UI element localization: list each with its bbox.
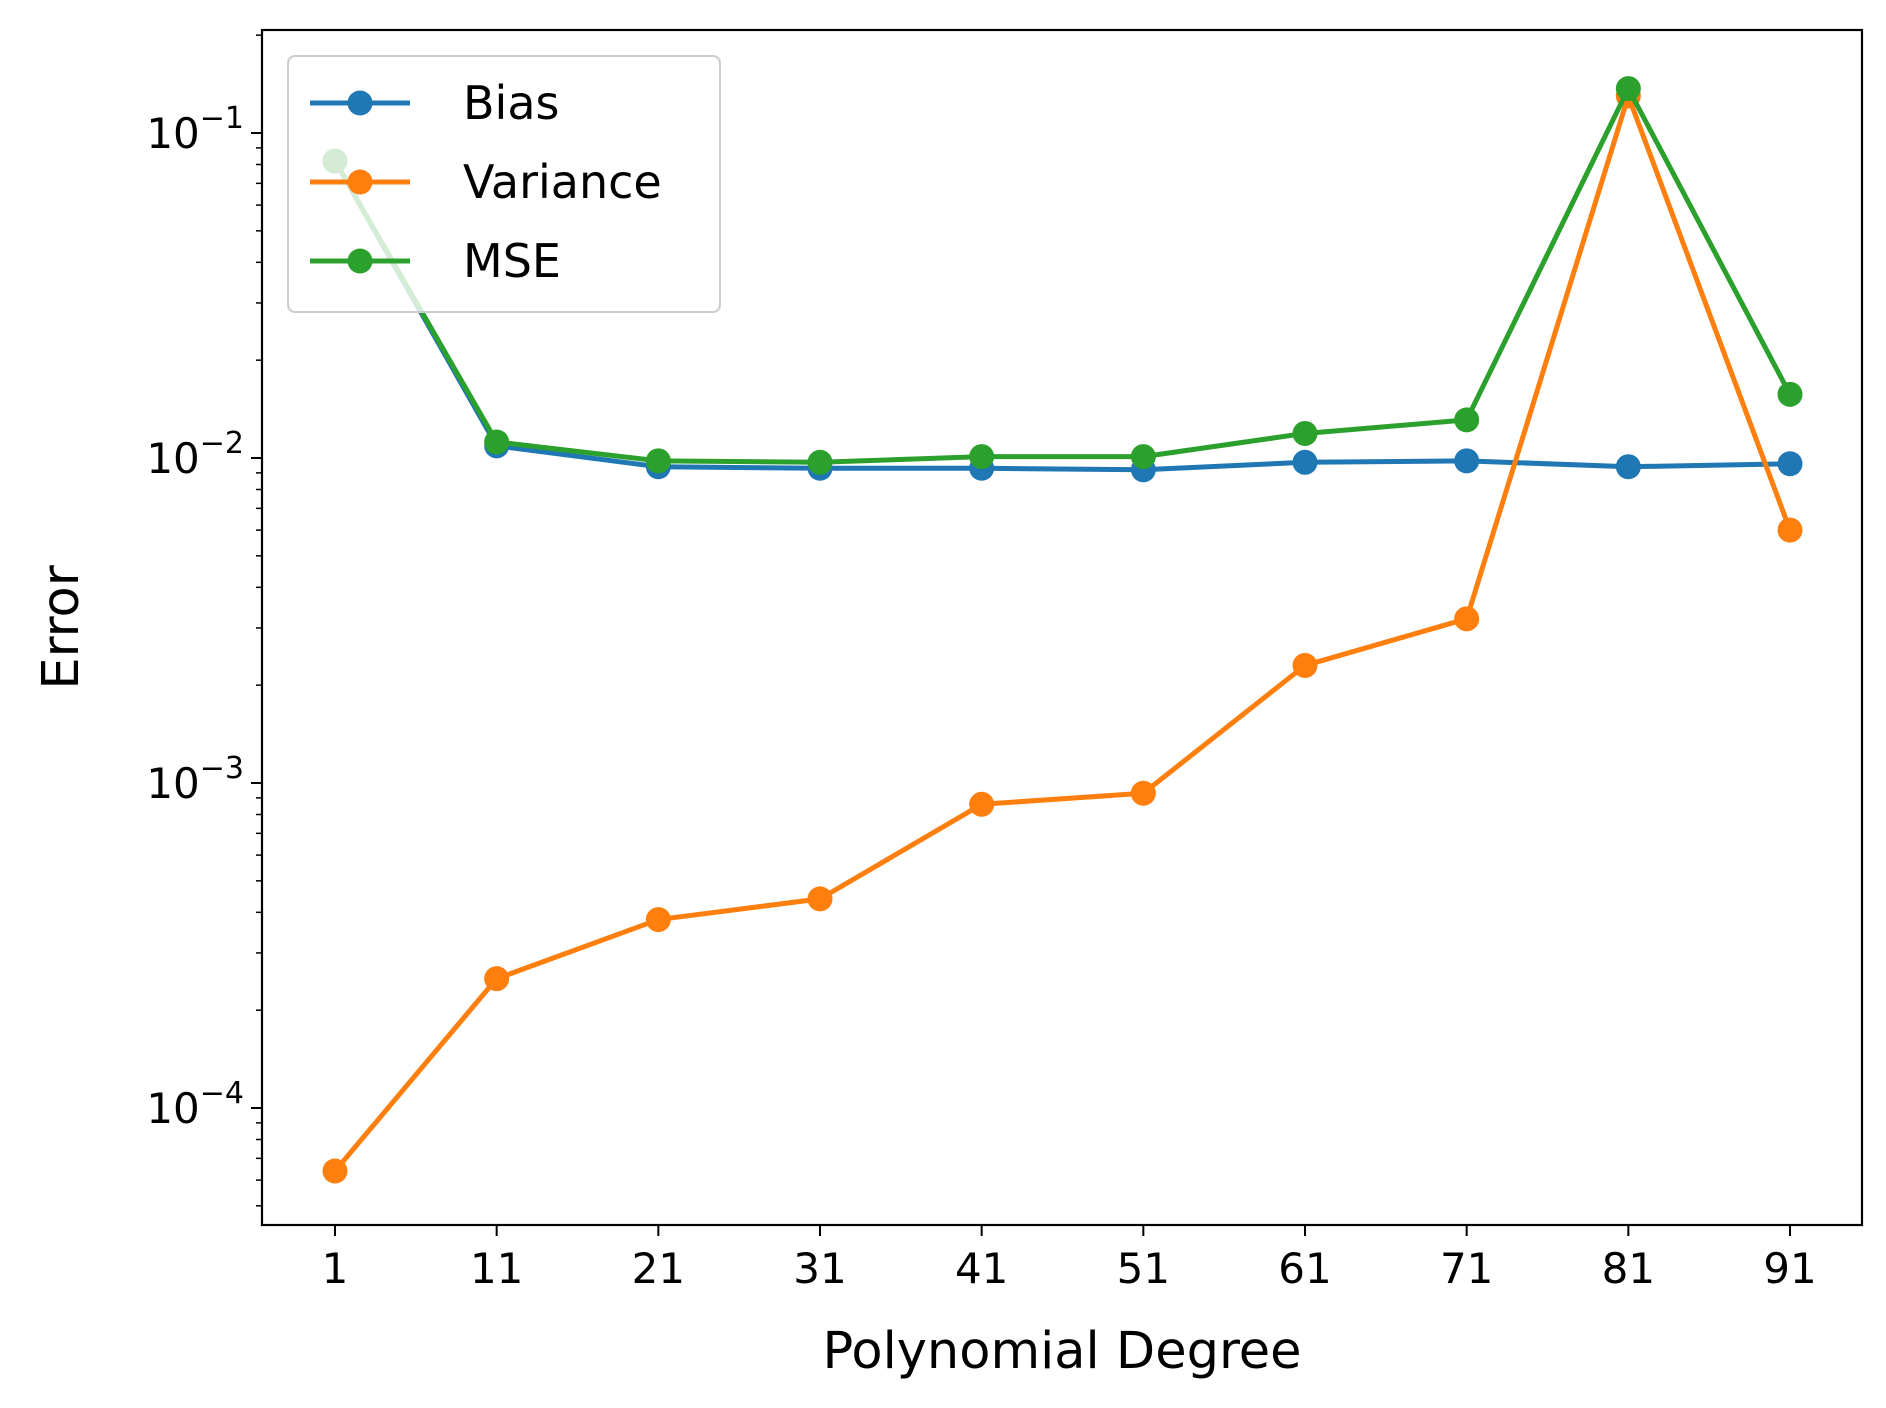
data-point xyxy=(1615,76,1641,102)
y-tick-label: 10−4 xyxy=(146,1076,244,1133)
data-point xyxy=(645,448,671,474)
data-point xyxy=(1292,652,1318,678)
legend-label: MSE xyxy=(463,234,561,288)
x-tick-label: 1 xyxy=(322,1244,349,1293)
legend-swatch-marker xyxy=(347,248,373,274)
x-tick-label: 31 xyxy=(793,1244,846,1293)
data-point xyxy=(1292,420,1318,446)
data-point xyxy=(1454,606,1480,632)
data-point xyxy=(1615,454,1641,480)
legend-label: Variance xyxy=(463,155,662,209)
data-point xyxy=(1777,381,1803,407)
series-variance xyxy=(322,83,1803,1184)
data-point xyxy=(807,449,833,475)
x-tick-label: 51 xyxy=(1117,1244,1170,1293)
x-tick-label: 91 xyxy=(1763,1244,1816,1293)
data-point xyxy=(1777,517,1803,543)
legend-item-bias: Bias xyxy=(310,76,560,130)
data-point xyxy=(1454,407,1480,433)
y-tick-label: 10−1 xyxy=(146,101,244,158)
legend-swatch-marker xyxy=(347,90,373,116)
legend-swatch-marker xyxy=(347,169,373,195)
x-tick-label: 81 xyxy=(1602,1244,1655,1293)
x-axis-label: Polynomial Degree xyxy=(822,1322,1301,1381)
x-tick-label: 41 xyxy=(955,1244,1008,1293)
legend-box xyxy=(287,55,721,313)
data-point xyxy=(1454,448,1480,474)
y-axis-label: Error xyxy=(32,565,91,689)
data-point xyxy=(322,1158,348,1184)
legend-item-mse: MSE xyxy=(310,234,561,288)
data-point xyxy=(484,429,510,455)
legend-item-variance: Variance xyxy=(310,155,662,209)
x-axis: 1 11 21 31 41 51 61 71 81 91 xyxy=(322,1225,1817,1293)
y-axis: 10−4 10−3 10−2 10−1 xyxy=(146,34,262,1207)
data-point xyxy=(484,966,510,992)
series-line xyxy=(332,86,1793,465)
legend-label: Bias xyxy=(463,76,560,130)
data-point xyxy=(645,907,671,933)
x-tick-label: 61 xyxy=(1278,1244,1331,1293)
legend: Bias Variance MSE xyxy=(287,55,721,313)
data-point xyxy=(1777,451,1803,477)
data-point xyxy=(969,444,995,470)
data-point xyxy=(1292,449,1318,475)
x-tick-label: 11 xyxy=(470,1244,523,1293)
x-tick-label: 71 xyxy=(1440,1244,1493,1293)
y-tick-label: 10−2 xyxy=(146,426,244,483)
y-tick-label: 10−3 xyxy=(146,751,244,808)
series-line xyxy=(333,93,1793,1173)
data-point xyxy=(807,886,833,912)
data-point xyxy=(1130,780,1156,806)
x-tick-label: 21 xyxy=(632,1244,685,1293)
series-line xyxy=(332,159,1791,473)
data-point xyxy=(1130,444,1156,470)
data-point xyxy=(969,791,995,817)
